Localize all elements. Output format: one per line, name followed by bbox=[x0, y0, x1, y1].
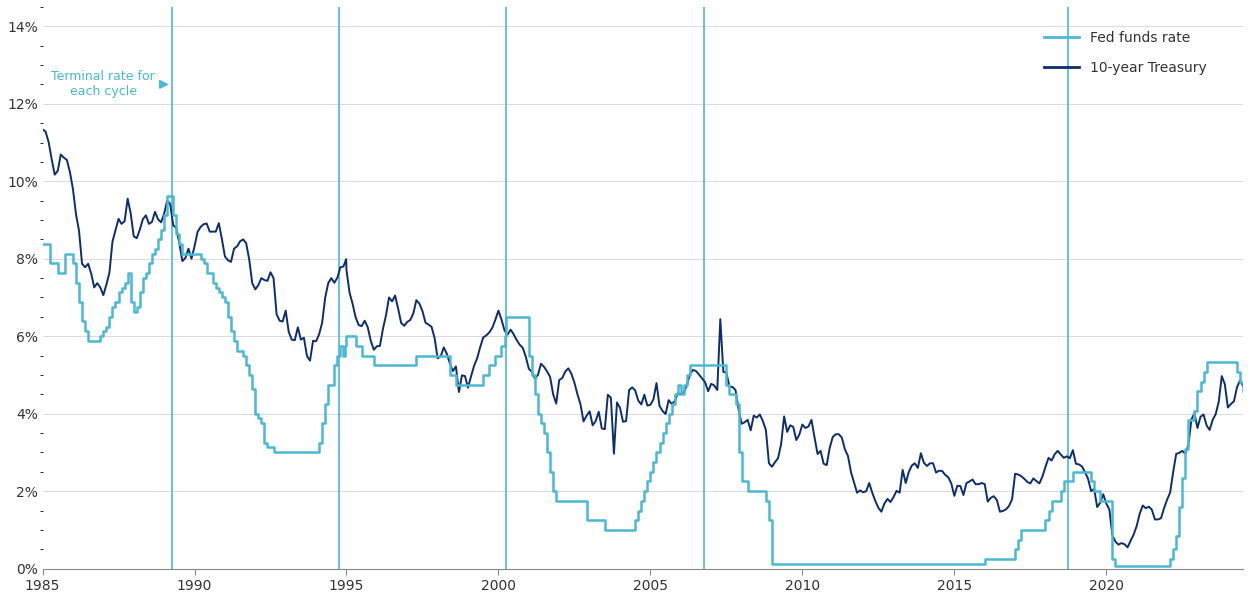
Text: Terminal rate for
each cycle: Terminal rate for each cycle bbox=[51, 70, 166, 98]
Legend: Fed funds rate, 10-year Treasury: Fed funds rate, 10-year Treasury bbox=[1039, 25, 1212, 81]
